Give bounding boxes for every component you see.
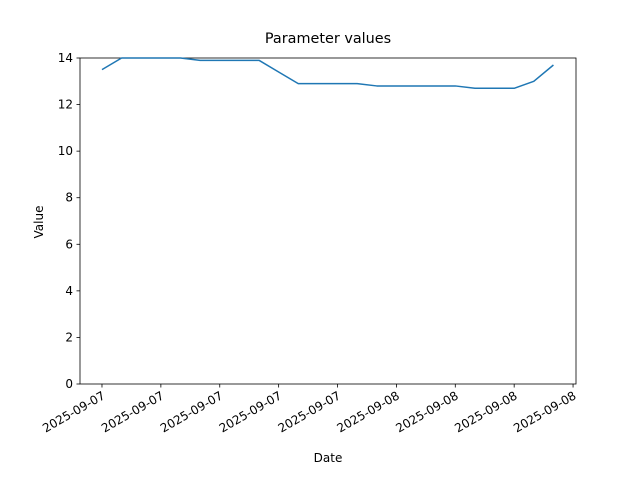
x-tick-label: 2025-09-08 xyxy=(334,388,401,435)
chart-title: Parameter values xyxy=(265,31,391,47)
y-tick-label: 0 xyxy=(65,377,73,391)
y-tick-label: 6 xyxy=(65,237,73,251)
y-tick-label: 14 xyxy=(58,51,73,65)
x-tick-label: 2025-09-07 xyxy=(276,388,343,435)
plot-frame xyxy=(79,57,577,385)
y-tick-label: 8 xyxy=(65,191,73,205)
x-tick-label: 2025-09-08 xyxy=(452,388,519,435)
x-tick-label: 2025-09-08 xyxy=(511,388,578,435)
x-tick-label: 2025-09-07 xyxy=(217,388,284,435)
x-tick-label: 2025-09-07 xyxy=(99,388,166,435)
x-tick-label: 2025-09-07 xyxy=(40,388,107,435)
x-tick-label: 2025-09-07 xyxy=(158,388,225,435)
y-tick-label: 2 xyxy=(65,330,73,344)
x-tick-label: 2025-09-08 xyxy=(393,388,460,435)
y-axis-label: Value xyxy=(32,206,46,239)
y-tick-label: 10 xyxy=(58,144,73,158)
y-tick-label: 12 xyxy=(58,98,73,112)
y-tick-label: 4 xyxy=(65,284,73,298)
x-axis-label: Date xyxy=(314,451,343,465)
data-line xyxy=(101,57,554,90)
